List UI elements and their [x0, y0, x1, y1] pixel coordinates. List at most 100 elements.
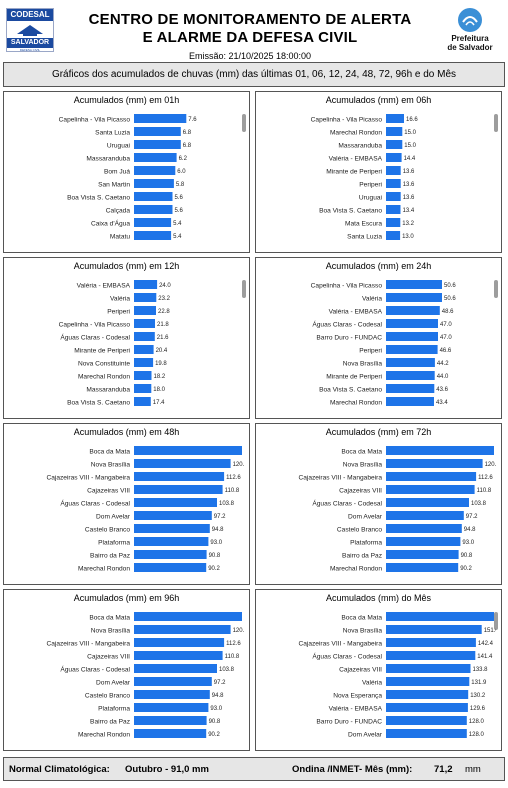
bar[interactable] — [386, 498, 469, 507]
bar[interactable] — [134, 319, 155, 328]
bar[interactable] — [386, 729, 467, 738]
bar[interactable] — [386, 690, 469, 699]
bar[interactable] — [134, 563, 207, 572]
bar[interactable] — [386, 306, 440, 315]
panel-scrollbar[interactable] — [242, 114, 246, 132]
bar[interactable] — [134, 140, 181, 149]
bar[interactable] — [134, 638, 225, 647]
bar[interactable] — [134, 498, 217, 507]
category-label: Massaranduba — [86, 156, 130, 163]
bar[interactable] — [134, 472, 225, 481]
bar[interactable] — [134, 459, 231, 468]
bar[interactable] — [134, 446, 242, 455]
bar[interactable] — [386, 166, 401, 175]
bar[interactable] — [134, 625, 231, 634]
category-label: Periperi — [107, 309, 130, 316]
bar[interactable] — [386, 524, 462, 533]
category-label: Águas Claras - Codesal — [312, 652, 382, 661]
bar[interactable] — [386, 664, 471, 673]
category-label: Barro Duro - FUNDAC — [316, 719, 382, 726]
bar[interactable] — [386, 140, 403, 149]
bar[interactable] — [134, 280, 158, 289]
bar[interactable] — [386, 511, 464, 520]
bar[interactable] — [134, 205, 173, 214]
bar[interactable] — [134, 293, 157, 302]
bar[interactable] — [386, 397, 434, 406]
bar[interactable] — [386, 625, 482, 634]
bar[interactable] — [386, 703, 468, 712]
bar[interactable] — [386, 716, 467, 725]
bar[interactable] — [386, 612, 494, 621]
panel-scrollbar[interactable] — [242, 280, 246, 298]
bar-value-label: 47.0 — [440, 322, 452, 328]
bar[interactable] — [134, 690, 210, 699]
bar[interactable] — [134, 153, 177, 162]
bar[interactable] — [386, 192, 401, 201]
bar[interactable] — [386, 114, 404, 123]
bar[interactable] — [134, 179, 174, 188]
bar[interactable] — [134, 703, 209, 712]
bar[interactable] — [386, 371, 435, 380]
bar[interactable] — [386, 179, 401, 188]
bar[interactable] — [386, 384, 435, 393]
category-label: Uruguai — [107, 143, 131, 150]
bar[interactable] — [134, 345, 154, 354]
bar-value-label: 6.8 — [183, 130, 192, 136]
bar[interactable] — [386, 218, 401, 227]
bar[interactable] — [134, 306, 156, 315]
bar[interactable] — [134, 332, 155, 341]
bar[interactable] — [386, 550, 459, 559]
bar[interactable] — [386, 319, 438, 328]
category-label: Nova Brasília — [91, 628, 131, 635]
bar[interactable] — [134, 511, 212, 520]
bar[interactable] — [134, 485, 223, 494]
bar[interactable] — [386, 472, 477, 481]
bar[interactable] — [134, 384, 152, 393]
panel-scrollbar[interactable] — [494, 612, 498, 630]
bar[interactable] — [386, 537, 461, 546]
panel-scrollbar[interactable] — [494, 114, 498, 132]
category-label: Capelinha - Vila Picasso — [311, 117, 383, 124]
bar[interactable] — [386, 127, 403, 136]
bar[interactable] — [134, 550, 207, 559]
bar[interactable] — [386, 345, 438, 354]
bar[interactable] — [386, 205, 401, 214]
bar[interactable] — [134, 358, 154, 367]
category-label: Nova Brasília — [343, 462, 383, 469]
bar[interactable] — [134, 716, 207, 725]
bar[interactable] — [386, 485, 475, 494]
bar[interactable] — [386, 563, 459, 572]
panel-scrollbar[interactable] — [494, 280, 498, 298]
bar[interactable] — [386, 293, 442, 302]
bar[interactable] — [134, 114, 187, 123]
category-label: Mirante de Periperi — [326, 169, 382, 176]
bar[interactable] — [134, 166, 176, 175]
bar-value-label: 20.4 — [156, 348, 168, 354]
bar[interactable] — [134, 127, 181, 136]
bar-value-label: 103.8 — [219, 501, 235, 507]
bar[interactable] — [386, 358, 435, 367]
bar[interactable] — [386, 153, 402, 162]
bar[interactable] — [386, 231, 401, 240]
bar[interactable] — [134, 397, 151, 406]
bar[interactable] — [134, 537, 209, 546]
bar[interactable] — [134, 231, 172, 240]
bar[interactable] — [134, 612, 242, 621]
bar[interactable] — [386, 459, 483, 468]
bar[interactable] — [134, 729, 207, 738]
bar[interactable] — [134, 524, 210, 533]
bar[interactable] — [134, 651, 223, 660]
bar[interactable] — [134, 677, 212, 686]
bar[interactable] — [134, 218, 172, 227]
bar[interactable] — [386, 446, 494, 455]
bar[interactable] — [386, 638, 476, 647]
bar[interactable] — [386, 651, 476, 660]
bar[interactable] — [386, 677, 470, 686]
bar[interactable] — [134, 664, 217, 673]
bar[interactable] — [134, 371, 152, 380]
bar[interactable] — [386, 280, 442, 289]
chart-panel-48h: Acumulados (mm) em 48h Boca da Mata135.0… — [3, 423, 250, 585]
bar-value-label: 7.6 — [188, 117, 197, 123]
bar[interactable] — [134, 192, 173, 201]
bar[interactable] — [386, 332, 438, 341]
